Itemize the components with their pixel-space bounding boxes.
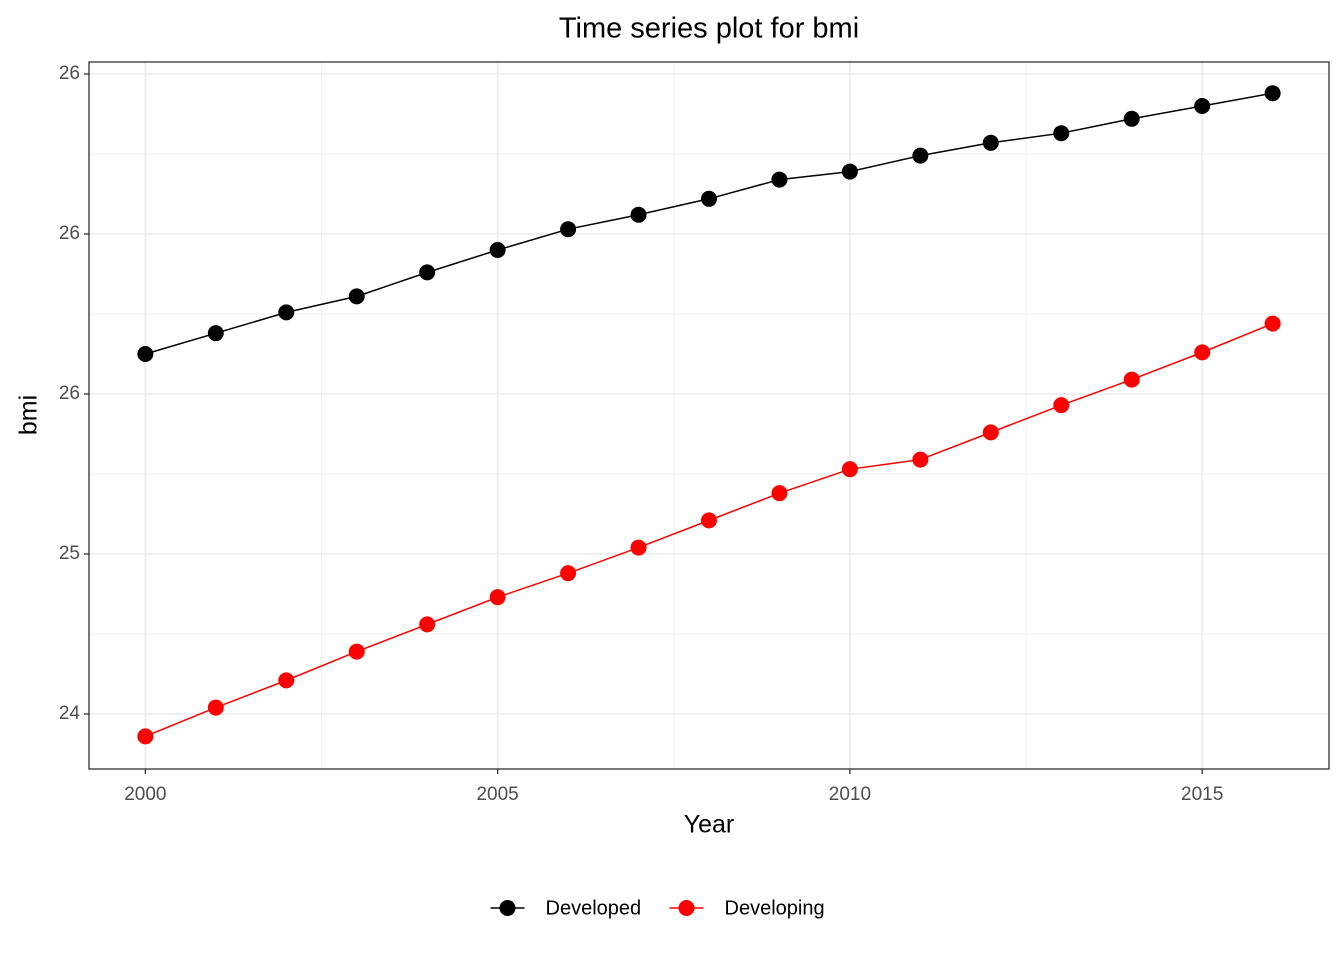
legend-marker bbox=[499, 900, 516, 916]
data-point bbox=[1053, 397, 1070, 414]
data-point bbox=[489, 241, 506, 258]
data-point bbox=[630, 206, 647, 223]
y-tick-label: 24 bbox=[59, 703, 81, 724]
data-point bbox=[1123, 110, 1140, 127]
data-point bbox=[419, 616, 436, 633]
data-point bbox=[841, 163, 858, 180]
data-point bbox=[982, 424, 999, 441]
data-point bbox=[348, 643, 365, 660]
data-point bbox=[560, 565, 577, 582]
x-tick-label: 2000 bbox=[124, 784, 166, 805]
data-point bbox=[419, 264, 436, 281]
data-point bbox=[1194, 97, 1211, 114]
panel-border bbox=[88, 61, 1330, 770]
data-point bbox=[1123, 371, 1140, 388]
grid bbox=[89, 62, 1329, 769]
data-point bbox=[1264, 85, 1281, 102]
data-point bbox=[1194, 344, 1211, 361]
data-point bbox=[1264, 315, 1281, 332]
x-axis-label: Year bbox=[684, 811, 735, 839]
data-point bbox=[560, 221, 577, 238]
data-point bbox=[912, 451, 929, 468]
y-tick-label: 25 bbox=[59, 543, 80, 564]
data-point bbox=[137, 345, 154, 362]
x-tick-label: 2010 bbox=[829, 784, 871, 805]
legend: Developed Developing bbox=[490, 897, 825, 919]
data-point bbox=[771, 485, 788, 502]
y-axis-label: bmi bbox=[15, 395, 43, 435]
plot bbox=[137, 85, 1281, 745]
data-point bbox=[701, 190, 717, 207]
y-tick-label: 26 bbox=[59, 383, 80, 404]
data-point bbox=[912, 147, 929, 164]
data-point bbox=[630, 539, 647, 556]
data-point bbox=[489, 589, 506, 606]
data-point bbox=[207, 699, 224, 716]
x-tick-label: 2015 bbox=[1181, 784, 1223, 805]
legend-label: Developed bbox=[546, 897, 642, 919]
data-point bbox=[771, 171, 788, 188]
data-point bbox=[348, 288, 365, 305]
data-point bbox=[278, 304, 295, 321]
data-point bbox=[207, 325, 224, 342]
x-tick-label: 2005 bbox=[476, 784, 518, 805]
data-point bbox=[841, 461, 858, 478]
data-point bbox=[278, 672, 295, 689]
legend-label: Developing bbox=[725, 897, 825, 919]
data-point bbox=[1053, 125, 1070, 142]
y-tick-label: 26 bbox=[59, 223, 80, 244]
chart-title: Time series plot for bmi bbox=[559, 13, 859, 45]
data-point bbox=[137, 728, 154, 745]
legend-marker bbox=[678, 900, 695, 916]
data-point bbox=[701, 512, 717, 529]
data-point bbox=[982, 134, 999, 151]
y-tick-label: 26 bbox=[59, 63, 80, 84]
